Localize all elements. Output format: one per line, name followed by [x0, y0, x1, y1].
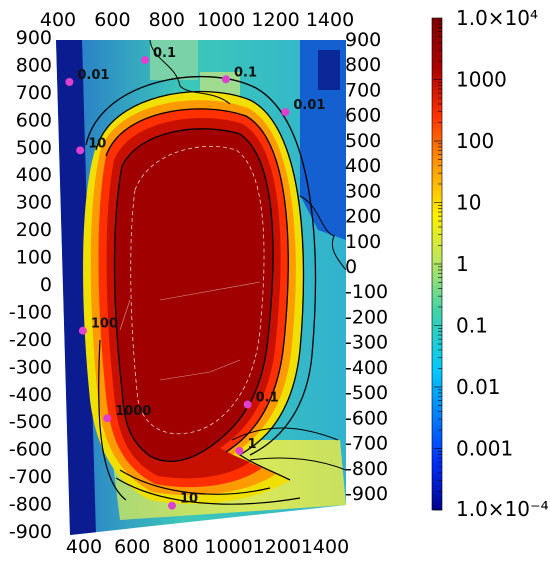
probe-marker [78, 326, 87, 335]
y-left-tick-label: 900 [16, 27, 52, 49]
x-top-tick-label: 1000 [197, 9, 245, 31]
colorbar-max-label: 1.0×10⁴ [456, 6, 538, 30]
y-right-tick-label: 100 [345, 231, 381, 253]
contour-label: 0.1 [234, 65, 257, 80]
colorbar-tick-label: 0.01 [456, 375, 501, 399]
y-right-tick-label: -100 [345, 281, 388, 303]
contour-label: 10 [88, 136, 106, 151]
y-right-tick-label: 400 [345, 155, 381, 177]
x-top-tick-label: 400 [40, 9, 76, 31]
probe-marker [243, 400, 252, 409]
y-left-tick-label: -500 [9, 411, 52, 433]
contour-label: 10 [180, 492, 198, 507]
colorbar-tick-label: 0.001 [456, 437, 513, 461]
y-right-tick-label: -900 [345, 483, 388, 505]
x-bottom-tick-label: 600 [114, 536, 150, 558]
y-right-tick-label: 300 [345, 180, 381, 202]
y-right-tick-label: 0 [345, 256, 357, 278]
x-bottom-tick-label: 1400 [301, 536, 349, 558]
y-left-tick-label: 200 [16, 219, 52, 241]
probe-marker [141, 56, 149, 65]
y-left-tick-label: 400 [16, 164, 52, 186]
y-left-tick-label: -600 [9, 439, 52, 461]
y-right-tick-label: -600 [345, 407, 388, 429]
y-right-tick-label: -500 [345, 382, 388, 404]
y-left-tick-label: -900 [9, 521, 52, 543]
y-left-tick-label: 600 [16, 109, 52, 131]
y-right-tick-label: 800 [345, 54, 381, 76]
x-top-tick-label: 600 [94, 9, 130, 31]
y-left-tick-label: 800 [16, 54, 52, 76]
colorbar-tick-labels: 1000 100 10 1 0.1 0.01 0.001 [456, 68, 513, 461]
colorbar-tick-label: 0.1 [456, 314, 488, 338]
probe-marker [281, 108, 290, 117]
y-left-tick-label: -300 [9, 356, 52, 378]
y-left-tick-label: -400 [9, 384, 52, 406]
colorbar-tick-label: 1 [456, 252, 469, 276]
contour-label: 0.01 [293, 98, 325, 113]
colorbar-tick-label: 100 [456, 129, 494, 153]
probe-marker [76, 146, 85, 155]
contour-labels: 0.01 0.1 0.1 0.01 10 100 1000 0.1 1 10 [65, 46, 325, 510]
contour-label: 0.01 [77, 68, 109, 83]
y-right-tick-label: -300 [345, 332, 388, 354]
y-left-tick-label: 0 [40, 274, 52, 296]
y-right-tick-label: -800 [345, 458, 388, 480]
y-left-tick-label: -700 [9, 466, 52, 488]
probe-marker [222, 75, 230, 84]
colorbar-tick-label: 1000 [456, 68, 507, 92]
x-bottom-tick-label: 800 [162, 536, 198, 558]
y-left-tick-label: -200 [9, 329, 52, 351]
y-right-tick-label: 200 [345, 206, 381, 228]
y-left-tick-label: 500 [16, 137, 52, 159]
contour-label: 1 [248, 437, 257, 452]
y-left-tick-label: -100 [9, 301, 52, 323]
y-left-tick-label: 100 [16, 247, 52, 269]
colorbar-minor-ticks [434, 20, 442, 511]
y-right-tick-label: -700 [345, 433, 388, 455]
y-left-tick-label: 300 [16, 192, 52, 214]
contour-label: 0.1 [256, 391, 279, 406]
contour-label: 0.1 [153, 46, 176, 61]
y-right-tick-label: 900 [345, 29, 381, 51]
probe-marker [168, 501, 176, 510]
x-bottom-tick-label: 1200 [253, 536, 301, 558]
x-bottom-tick-label: 400 [66, 536, 102, 558]
x-top-tick-label: 1200 [251, 9, 299, 31]
y-right-tick-label: 600 [345, 105, 381, 127]
colorbar-tick-label: 10 [456, 191, 481, 215]
x-top-tick-label: 1400 [306, 9, 354, 31]
probe-marker [103, 414, 112, 423]
x-top-tick-label: 800 [149, 9, 185, 31]
y-left-tick-label: -800 [9, 494, 52, 516]
contour-label: 1000 [115, 404, 151, 419]
colorbar-min-label: 1.0×10⁻⁴ [456, 497, 549, 521]
y-right-tick-label: -200 [345, 306, 388, 328]
x-bottom-tick-label: 1000 [204, 536, 252, 558]
contour-label: 100 [91, 317, 118, 332]
y-right-tick-label: -400 [345, 357, 388, 379]
y-right-tick-label: 700 [345, 79, 381, 101]
y-left-tick-label: 700 [16, 82, 52, 104]
probe-marker [235, 447, 244, 455]
colorbar: 1.0×10⁴ 1.0×10⁻⁴ 1000 100 10 1 0.1 0.01 0.001 [431, 6, 549, 521]
y-right-tick-label: 500 [345, 130, 381, 152]
probe-marker [65, 78, 74, 86]
